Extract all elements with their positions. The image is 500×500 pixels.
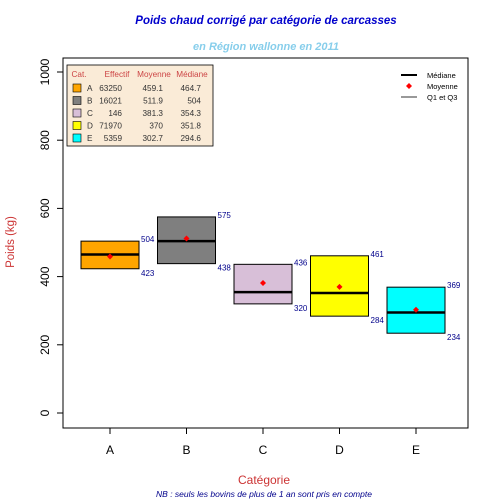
table-moyenne-D: 370 <box>149 122 163 131</box>
chart-title: Poids chaud corrigé par catégorie de car… <box>135 15 396 27</box>
table-mediane-A: 464.7 <box>181 84 202 93</box>
x-tick-label: A <box>106 443 114 457</box>
table-header-2: Moyenne <box>137 70 171 79</box>
table-effectif-B: 16021 <box>99 97 122 106</box>
table-moyenne-A: 459.1 <box>143 84 164 93</box>
legend: Médiane Moyenne Q1 et Q3 <box>392 65 466 107</box>
mean-marker-B <box>183 235 190 242</box>
q1-label-E: 234 <box>447 333 461 342</box>
table-cat-A: A <box>87 84 93 93</box>
q3-label-A: 504 <box>141 235 155 244</box>
table-effectif-E: 5359 <box>104 134 123 143</box>
table-cat-D: D <box>87 122 93 131</box>
table-mediane-D: 351.8 <box>181 122 202 131</box>
table-header-3: Médiane <box>176 70 208 79</box>
stats-table: Cat. Effectif Moyenne Médiane A 63250 459.1 464… <box>66 64 214 147</box>
legend-label-2: Q1 et Q3 <box>427 93 457 102</box>
q1-label-B: 438 <box>218 264 232 273</box>
table-swatch-C <box>72 108 82 118</box>
table-effectif-A: 63250 <box>99 84 122 93</box>
table-effectif-D: 71970 <box>99 122 122 131</box>
table-frame <box>66 64 214 147</box>
table-moyenne-E: 302.7 <box>143 134 164 143</box>
table-mediane-B: 504 <box>187 97 201 106</box>
y-tick-label: 800 <box>38 130 52 150</box>
q3-label-E: 369 <box>447 281 461 290</box>
x-tick-label: C <box>259 443 268 457</box>
x-tick-label: D <box>335 443 344 457</box>
table-swatch-E <box>72 133 82 143</box>
table-swatch-A <box>72 83 82 93</box>
table-swatch-B <box>72 96 82 105</box>
y-tick-label: 200 <box>38 334 52 354</box>
table-cat-B: B <box>87 97 93 106</box>
y-tick-label: 0 <box>38 409 52 416</box>
q3-label-B: 575 <box>218 211 232 220</box>
q3-label-D: 461 <box>371 250 385 259</box>
q1-label-A: 423 <box>141 269 155 278</box>
legend-frame <box>392 65 466 107</box>
legend-label-1: Moyenne <box>427 82 458 91</box>
table-swatch-D <box>72 121 82 130</box>
mean-marker-C <box>260 279 266 286</box>
table-header-1: Effectif <box>105 70 131 79</box>
legend-label-0: Médiane <box>427 71 456 80</box>
q1-label-C: 320 <box>294 304 308 313</box>
chart-subtitle: en Région wallonne en 2011 <box>193 41 339 53</box>
table-moyenne-B: 511.9 <box>143 97 163 106</box>
mean-marker-E <box>413 306 419 313</box>
y-tick-label: 600 <box>38 198 52 218</box>
y-axis-label: Poids (kg) <box>5 216 17 268</box>
q1-label-D: 284 <box>371 316 385 325</box>
mean-marker-D <box>336 283 343 290</box>
x-tick-label: B <box>182 443 190 457</box>
x-axis: A B C D E <box>106 427 420 457</box>
table-mediane-E: 294.6 <box>181 134 202 143</box>
boxes-layer: 504 423 575 438 436 320 461 284 369 234 <box>80 211 461 342</box>
x-axis-label: Catégorie <box>238 473 290 487</box>
x-tick-label: E <box>412 443 420 457</box>
y-axis: 0 200 400 600 800 1000 <box>38 58 64 416</box>
table-header-0: Cat. <box>71 70 86 79</box>
table-mediane-C: 354.3 <box>181 109 202 118</box>
y-tick-label: 1000 <box>38 58 52 85</box>
q3-label-C: 436 <box>294 258 308 267</box>
footnote: NB : seuls les bovins de plus de 1 an so… <box>156 489 372 499</box>
y-tick-label: 400 <box>38 266 52 286</box>
table-cat-C: C <box>87 109 93 118</box>
table-moyenne-C: 381.3 <box>143 109 164 118</box>
table-effectif-C: 146 <box>108 109 122 118</box>
legend-mean-marker <box>406 83 412 89</box>
mean-marker-A <box>107 253 113 260</box>
table-cat-E: E <box>87 134 93 143</box>
